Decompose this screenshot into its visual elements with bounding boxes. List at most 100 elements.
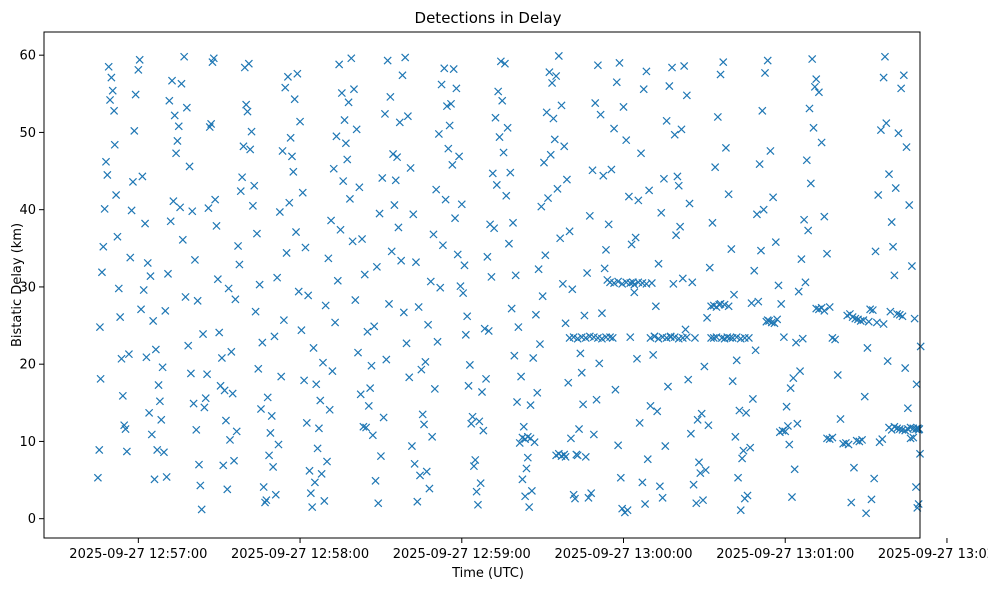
data-point <box>689 480 698 489</box>
data-point <box>639 85 648 94</box>
data-point <box>833 370 842 380</box>
data-point <box>196 481 205 490</box>
data-point <box>568 285 577 294</box>
data-point <box>626 333 635 342</box>
data-point <box>317 469 326 478</box>
data-point <box>580 311 589 320</box>
data-point <box>870 474 879 483</box>
data-point <box>642 279 651 288</box>
data-point <box>535 340 544 349</box>
data-point <box>275 207 284 217</box>
data-point <box>359 422 368 431</box>
data-point <box>545 68 554 77</box>
data-point <box>503 123 512 132</box>
y-tick-label: 50 <box>19 126 36 141</box>
data-point <box>635 418 644 427</box>
data-point <box>498 96 507 105</box>
data-point <box>399 308 408 317</box>
data-point <box>777 299 786 308</box>
data-point <box>880 52 889 61</box>
data-point <box>438 241 447 250</box>
data-point <box>177 79 186 88</box>
data-point <box>244 59 253 68</box>
data-point <box>889 242 898 251</box>
data-point <box>893 424 902 433</box>
data-point <box>887 218 896 227</box>
data-point <box>116 313 125 322</box>
data-point <box>560 142 569 151</box>
data-point <box>424 320 433 329</box>
data-point <box>805 104 814 113</box>
data-point <box>366 384 375 393</box>
data-point <box>831 335 840 344</box>
data-point <box>368 431 377 440</box>
data-point <box>459 289 468 298</box>
data-point <box>847 498 856 507</box>
data-point <box>337 89 346 98</box>
data-point <box>879 73 888 82</box>
data-point <box>556 234 565 243</box>
data-point <box>725 333 734 342</box>
data-point <box>355 183 364 192</box>
data-point <box>558 279 567 288</box>
data-point <box>382 355 391 364</box>
data-point <box>642 67 651 76</box>
data-point <box>345 194 354 203</box>
data-point <box>469 462 478 471</box>
data-point <box>701 465 710 475</box>
data-point <box>409 210 418 219</box>
data-point <box>351 296 360 305</box>
y-axis: 0 10 20 30 40 50 60 <box>19 49 44 527</box>
data-point <box>676 222 685 231</box>
data-point <box>537 202 546 211</box>
data-point <box>151 345 160 354</box>
data-point <box>398 71 407 80</box>
data-point <box>550 135 559 144</box>
data-point <box>425 484 434 493</box>
data-point <box>189 399 198 408</box>
data-point <box>472 487 481 496</box>
data-point <box>188 207 197 216</box>
data-point <box>878 435 887 444</box>
data-point <box>143 258 152 268</box>
data-point <box>502 191 511 200</box>
data-point <box>107 73 116 82</box>
data-point <box>595 359 604 368</box>
data-point <box>238 173 247 182</box>
data-point <box>584 493 593 502</box>
data-point <box>828 433 837 442</box>
data-point <box>611 385 620 394</box>
data-point <box>810 82 819 91</box>
data-point <box>659 174 668 183</box>
data-point <box>405 373 414 382</box>
data-point <box>677 125 686 134</box>
y-tick-label: 20 <box>19 358 36 373</box>
y-tick-label: 40 <box>19 203 36 218</box>
data-point <box>172 149 181 158</box>
data-point <box>899 71 908 80</box>
data-point <box>468 412 477 421</box>
data-point <box>886 307 895 316</box>
data-point <box>294 287 303 296</box>
data-point <box>193 296 202 305</box>
data-point <box>291 228 301 237</box>
data-point <box>250 181 259 190</box>
x-tick-label: 2025-09-27 13:02:00 <box>878 547 988 562</box>
data-point <box>426 277 435 286</box>
data-point <box>800 215 809 224</box>
data-point <box>201 394 210 403</box>
data-point <box>211 195 220 204</box>
data-point <box>531 310 540 319</box>
data-point <box>437 80 446 89</box>
data-point <box>709 333 718 342</box>
data-point <box>789 374 798 383</box>
data-point <box>859 316 868 325</box>
data-point <box>417 365 426 374</box>
data-point <box>492 180 501 189</box>
data-point <box>554 51 563 60</box>
data-point <box>521 492 530 501</box>
data-point <box>893 309 902 318</box>
data-point <box>916 342 925 351</box>
data-point <box>539 158 549 167</box>
